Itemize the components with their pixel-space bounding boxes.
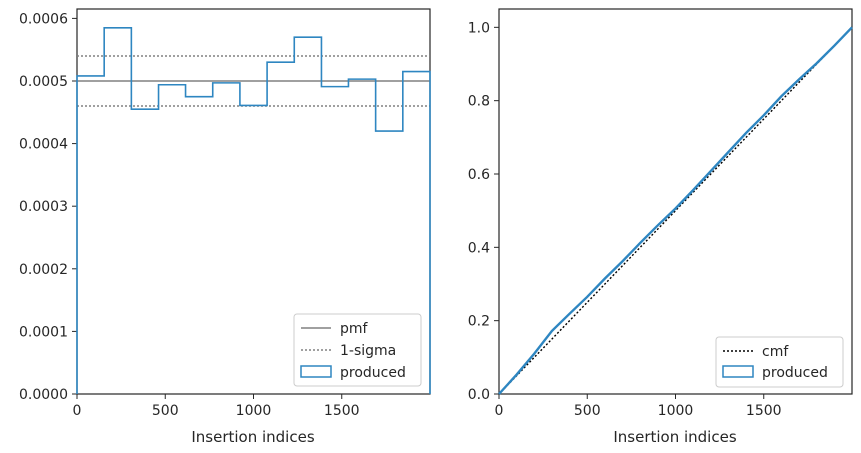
produced-cumulative-series — [498, 26, 853, 395]
y-axis: 0.0 0.2 0.4 0.6 0.8 1.0 — [468, 20, 499, 403]
legend-label-produced: produced — [340, 365, 406, 381]
legend-swatch-produced — [722, 365, 754, 378]
x-tick-label: 0 — [495, 403, 504, 419]
chart-panel-cmf: 0.0 0.2 0.4 0.6 0.8 1.0 0 500 1000 1500 Insertio… — [468, 8, 853, 446]
legend-label-sigma: 1-sigma — [340, 343, 396, 359]
y-tick-label: 0.0003 — [19, 199, 68, 215]
cmf-line — [498, 26, 853, 395]
x-tick-label: 0 — [73, 403, 82, 419]
y-tick-label: 0.0000 — [19, 387, 68, 403]
series-group — [76, 26, 431, 394]
produced-step-series — [76, 26, 431, 394]
y-tick-label: 0.0004 — [19, 137, 68, 153]
x-tick-label: 1000 — [236, 403, 272, 419]
y-axis: 0.0000 0.0001 0.0002 0.0003 0.0004 0.0005 0.00… — [19, 11, 77, 403]
x-axis-label: Insertion indices — [191, 428, 314, 446]
y-tick-label: 0.0 — [468, 387, 490, 403]
y-tick-label: 0.8 — [468, 94, 490, 110]
y-tick-label: 0.0005 — [19, 74, 68, 90]
y-tick-label: 0.2 — [468, 314, 490, 330]
legend-label-pmf: pmf — [340, 321, 369, 337]
legend-label-cmf: cmf — [762, 344, 789, 360]
legend-box — [293, 313, 422, 387]
legend-swatch-produced — [300, 365, 332, 378]
plot-frame — [498, 8, 853, 395]
x-tick-label: 1000 — [658, 403, 694, 419]
y-tick-label: 0.0001 — [19, 324, 68, 340]
legend-box — [715, 336, 844, 388]
y-tick-label: 0.0002 — [19, 262, 68, 278]
x-axis: 0 500 1000 1500 — [73, 394, 360, 419]
y-tick-label: 0.4 — [468, 240, 490, 256]
chart-panel-pmf: 0.0000 0.0001 0.0002 0.0003 0.0004 0.0005 0.00… — [19, 8, 431, 446]
y-tick-label: 1.0 — [468, 20, 490, 36]
x-tick-label: 1500 — [324, 403, 360, 419]
x-tick-label: 500 — [152, 403, 179, 419]
series-group — [498, 26, 853, 395]
x-axis-label: Insertion indices — [613, 428, 736, 446]
y-tick-label: 0.0006 — [19, 11, 68, 27]
legend-label-produced: produced — [762, 365, 828, 381]
x-tick-label: 1500 — [746, 403, 782, 419]
legend: pmf 1-sigma produced — [293, 313, 422, 387]
x-axis: 0 500 1000 1500 — [495, 394, 782, 419]
legend: cmf produced — [715, 336, 844, 388]
x-tick-label: 500 — [574, 403, 601, 419]
y-tick-label: 0.6 — [468, 167, 490, 183]
